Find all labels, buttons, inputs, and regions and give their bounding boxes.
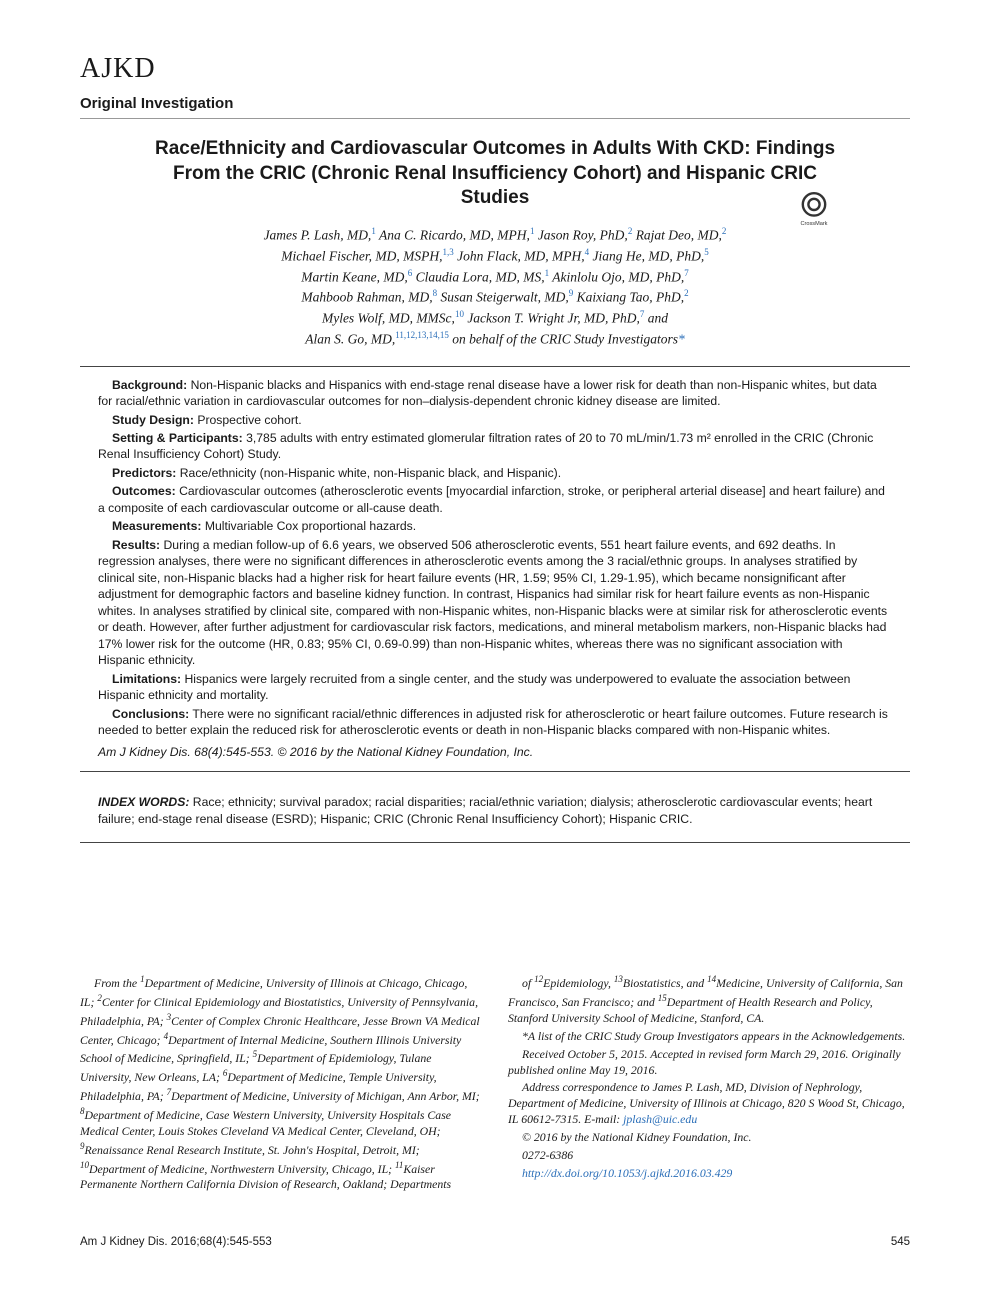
doi-line: http://dx.doi.org/10.1053/j.ajkd.2016.03…: [508, 1166, 910, 1182]
abstract-background: Background: Non-Hispanic blacks and Hisp…: [98, 377, 892, 410]
index-words-text: Race; ethnicity; survival paradox; racia…: [98, 795, 872, 826]
index-words-box: INDEX WORDS: Race; ethnicity; survival p…: [80, 784, 910, 843]
crossmark-icon: CrossMark: [798, 190, 830, 228]
abstract-measurements: Measurements: Multivariable Cox proporti…: [98, 518, 892, 534]
crossmark-badge[interactable]: CrossMark: [798, 190, 830, 222]
issn: 0272-6386: [508, 1148, 910, 1164]
page-number: 545: [891, 1235, 910, 1251]
abstract-setting: Setting & Participants: 3,785 adults wit…: [98, 430, 892, 463]
copyright-line: © 2016 by the National Kidney Foundation…: [508, 1130, 910, 1146]
affiliations-left-text: From the 1Department of Medicine, Univer…: [80, 973, 482, 1193]
affiliations-left-column: From the 1Department of Medicine, Univer…: [80, 973, 482, 1195]
abstract-box: Background: Non-Hispanic blacks and Hisp…: [80, 366, 910, 772]
abstract-study-design: Study Design: Prospective cohort.: [98, 412, 892, 428]
affiliations-investigators-note: *A list of the CRIC Study Group Investig…: [508, 1029, 910, 1045]
page-footer: Am J Kidney Dis. 2016;68(4):545-553 545: [80, 1235, 910, 1251]
abstract-conclusions: Conclusions: There were no significant r…: [98, 706, 892, 739]
abstract-limitations: Limitations: Hispanics were largely recr…: [98, 671, 892, 704]
affiliations-right-column: of 12Epidemiology, 13Biostatistics, and …: [508, 973, 910, 1195]
journal-logo: AJKD: [80, 50, 156, 88]
header: AJKD: [80, 50, 910, 88]
abstract-predictors: Predictors: Race/ethnicity (non-Hispanic…: [98, 465, 892, 481]
affiliations-dates: Received October 5, 2015. Accepted in re…: [508, 1047, 910, 1079]
page: AJKD Original Investigation CrossMark Ra…: [80, 50, 910, 1251]
correspondence-email[interactable]: jplash@uic.edu: [623, 1112, 697, 1126]
article-title: Race/Ethnicity and Cardiovascular Outcom…: [150, 137, 840, 211]
correspondence: Address correspondence to James P. Lash,…: [508, 1080, 910, 1128]
doi-link[interactable]: http://dx.doi.org/10.1053/j.ajkd.2016.03…: [522, 1166, 732, 1180]
abstract-citation: Am J Kidney Dis. 68(4):545-553. © 2016 b…: [98, 744, 892, 760]
index-words-label: INDEX WORDS:: [98, 795, 189, 809]
footer-citation: Am J Kidney Dis. 2016;68(4):545-553: [80, 1235, 272, 1251]
affiliations-continuation: of 12Epidemiology, 13Biostatistics, and …: [508, 973, 910, 1027]
affiliations: From the 1Department of Medicine, Univer…: [80, 973, 910, 1195]
abstract-results: Results: During a median follow-up of 6.…: [98, 537, 892, 669]
section-heading: Original Investigation: [80, 94, 910, 119]
svg-text:CrossMark: CrossMark: [801, 221, 828, 227]
abstract-outcomes: Outcomes: Cardiovascular outcomes (ather…: [98, 483, 892, 516]
authors-block: James P. Lash, MD,1 Ana C. Ricardo, MD, …: [130, 225, 860, 350]
